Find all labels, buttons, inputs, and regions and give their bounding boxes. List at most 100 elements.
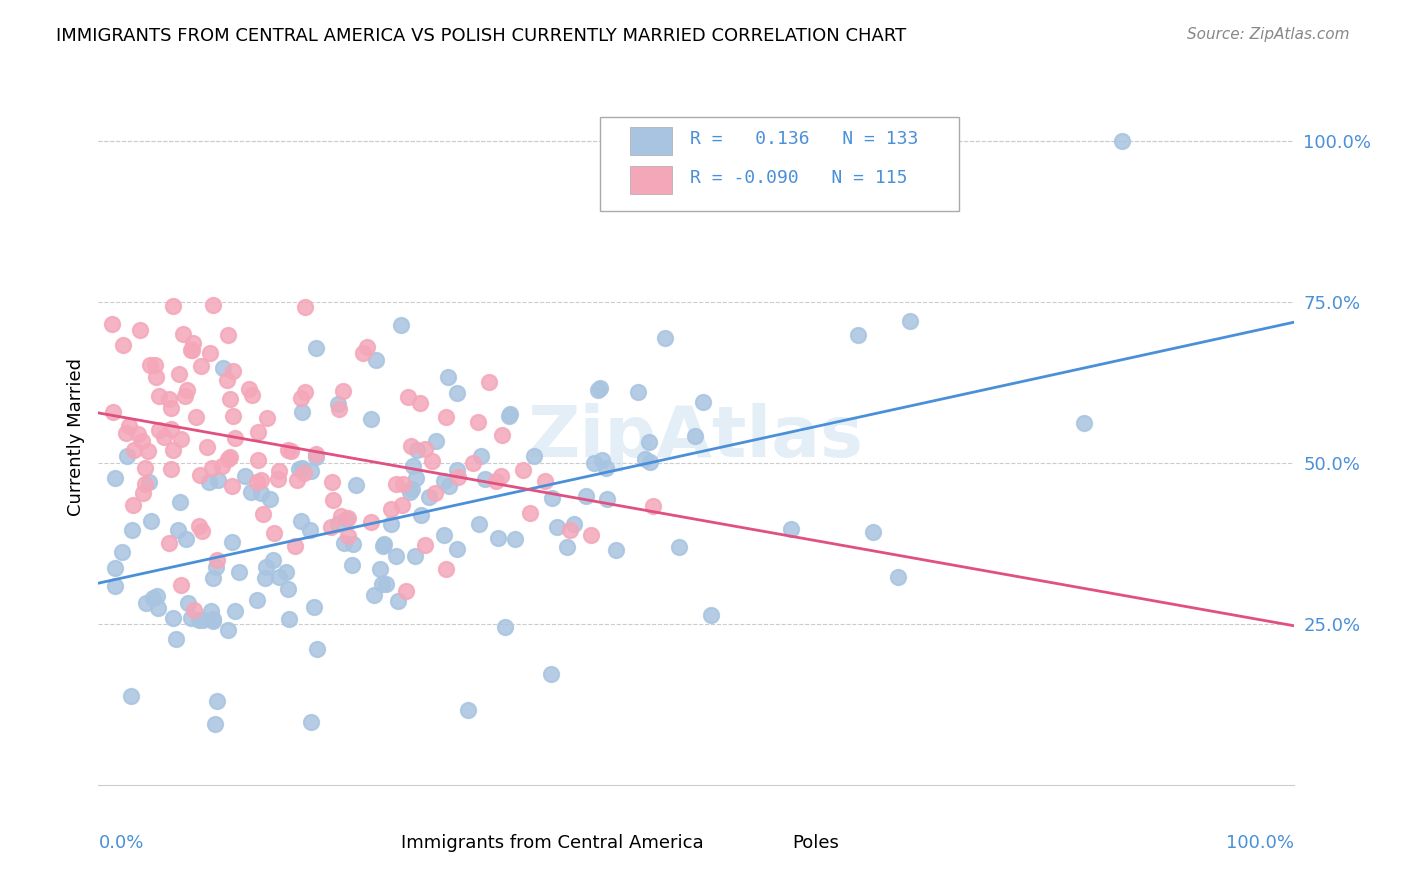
Point	[457, 703, 479, 717]
Point	[198, 345, 221, 359]
Point	[240, 388, 263, 402]
Point	[221, 535, 243, 549]
Point	[276, 565, 298, 579]
Point	[519, 507, 541, 521]
Point	[591, 453, 613, 467]
Point	[190, 468, 212, 483]
Point	[503, 532, 526, 546]
Point	[252, 507, 274, 521]
Point	[111, 545, 134, 559]
Point	[461, 456, 484, 470]
Point	[132, 486, 155, 500]
Point	[191, 613, 214, 627]
Point	[294, 300, 316, 314]
Point	[375, 577, 398, 591]
Point	[160, 422, 183, 436]
Point	[541, 491, 564, 506]
Point	[118, 419, 141, 434]
Point	[447, 470, 470, 484]
Point	[1111, 134, 1133, 148]
Point	[409, 508, 432, 522]
Point	[134, 461, 156, 475]
Point	[280, 444, 302, 458]
Point	[446, 541, 468, 556]
Point	[190, 359, 212, 374]
Point	[187, 613, 209, 627]
Point	[146, 589, 169, 603]
Point	[259, 492, 281, 507]
Point	[337, 529, 360, 543]
Point	[546, 520, 568, 534]
Point	[304, 599, 326, 614]
Point	[221, 478, 243, 492]
Point	[141, 515, 163, 529]
Point	[287, 473, 309, 487]
Point	[138, 475, 160, 489]
Point	[434, 410, 457, 425]
Point	[668, 541, 690, 555]
Point	[395, 584, 418, 599]
Point	[256, 411, 278, 425]
Point	[380, 501, 402, 516]
Point	[363, 588, 385, 602]
Point	[489, 468, 512, 483]
Point	[277, 612, 299, 626]
Point	[277, 582, 299, 597]
Point	[433, 528, 456, 542]
Point	[299, 464, 322, 478]
Point	[294, 384, 316, 399]
Point	[886, 570, 908, 584]
Point	[399, 439, 422, 453]
Point	[434, 562, 457, 576]
Point	[626, 385, 648, 400]
Point	[114, 425, 136, 440]
Point	[190, 524, 212, 538]
Point	[321, 520, 343, 534]
Point	[197, 475, 219, 490]
Point	[422, 453, 444, 467]
Point	[160, 401, 183, 415]
Point	[207, 473, 229, 487]
Point	[499, 407, 522, 421]
Point	[284, 539, 307, 553]
Point	[371, 577, 394, 591]
Point	[169, 495, 191, 509]
Point	[139, 359, 162, 373]
FancyBboxPatch shape	[738, 823, 768, 844]
Point	[477, 376, 499, 390]
Point	[328, 397, 350, 411]
Point	[292, 466, 315, 480]
Point	[380, 516, 402, 531]
Point	[224, 604, 246, 618]
Point	[103, 405, 125, 419]
Point	[360, 411, 382, 425]
Point	[162, 611, 184, 625]
Point	[159, 462, 181, 476]
Point	[328, 401, 350, 416]
Point	[596, 491, 619, 506]
Point	[219, 450, 242, 464]
Point	[356, 340, 378, 354]
FancyBboxPatch shape	[439, 823, 470, 844]
Point	[183, 603, 205, 617]
Point	[641, 499, 664, 513]
Point	[148, 423, 170, 437]
Point	[165, 632, 187, 646]
Point	[167, 367, 190, 381]
FancyBboxPatch shape	[600, 117, 959, 211]
Point	[418, 490, 440, 504]
Point	[148, 389, 170, 403]
Point	[373, 536, 395, 550]
Point	[205, 560, 228, 574]
Point	[153, 430, 176, 444]
FancyBboxPatch shape	[630, 128, 672, 155]
Point	[404, 549, 426, 563]
Point	[305, 641, 328, 656]
Point	[406, 442, 429, 457]
Point	[174, 532, 197, 546]
Point	[250, 473, 273, 487]
Point	[221, 409, 243, 424]
Point	[326, 517, 349, 532]
Point	[846, 328, 869, 343]
Point	[181, 343, 204, 357]
